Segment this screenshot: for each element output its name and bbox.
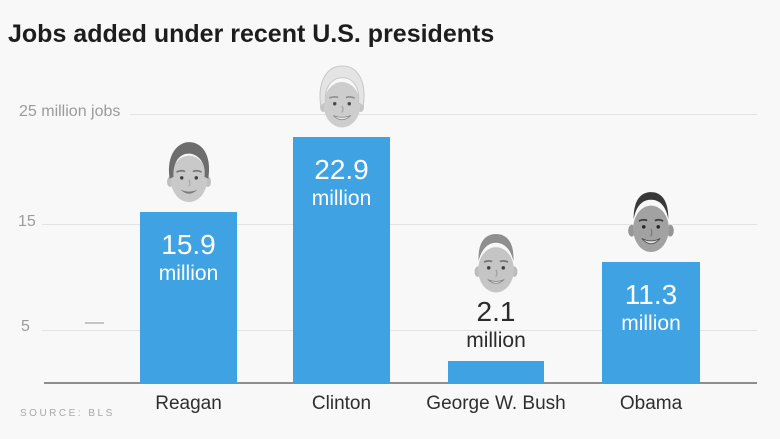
y-tick-25-label: 25 million jobs [19,103,121,120]
george-w-bush-value: 2.1 [476,296,516,327]
x-label-george-w-bush: George W. Bush [426,393,566,414]
x-label-obama: Obama [619,393,683,414]
y-tick-15-label: 15 [18,213,36,230]
clinton-value-label: 22.9 million [293,153,390,212]
obama-bar [602,262,700,384]
x-label-clinton: Clinton [311,393,372,414]
gridline-5 [42,330,757,331]
reagan-value-label: 15.9 million [140,228,237,287]
gridline-25 [130,114,757,115]
bar-group-obama: 11.3 million Obama [602,114,700,414]
bar-group-george-w-bush: 2.1 million George W. Bush [426,114,566,414]
obama-photo-icon [628,192,674,252]
plot-area: 15.9 million Reagan 22.9 mill [0,65,780,414]
clinton-photo-icon [319,65,365,128]
clinton-value: 22.9 [314,154,369,185]
reagan-unit: million [158,262,219,285]
tick-dash [85,322,104,324]
clinton-bar [293,137,390,384]
reagan-bar [140,212,237,384]
bar-group-reagan: 15.9 million Reagan [140,114,237,414]
obama-value: 11.3 [624,279,678,310]
george-w-bush-bar [448,361,544,384]
source-note: SOURCE: BLS [20,408,115,419]
chart-title: Jobs added under recent U.S. presidents [8,20,495,48]
x-label-reagan: Reagan [155,393,222,414]
reagan-value: 15.9 [161,229,216,260]
george-w-bush-unit: million [466,329,526,352]
obama-value-label: 11.3 million [602,278,700,337]
george-w-bush-value-label: 2.1 million [448,295,544,354]
clinton-unit: million [311,187,372,210]
obama-unit: million [621,312,681,335]
bar-group-clinton: 22.9 million Clinton [293,65,390,414]
george-w-bush-photo-icon [474,234,518,293]
gridline-15 [42,224,757,225]
reagan-photo-icon [166,142,211,202]
y-tick-5-label: 5 [21,318,30,335]
x-axis-line [44,382,757,384]
